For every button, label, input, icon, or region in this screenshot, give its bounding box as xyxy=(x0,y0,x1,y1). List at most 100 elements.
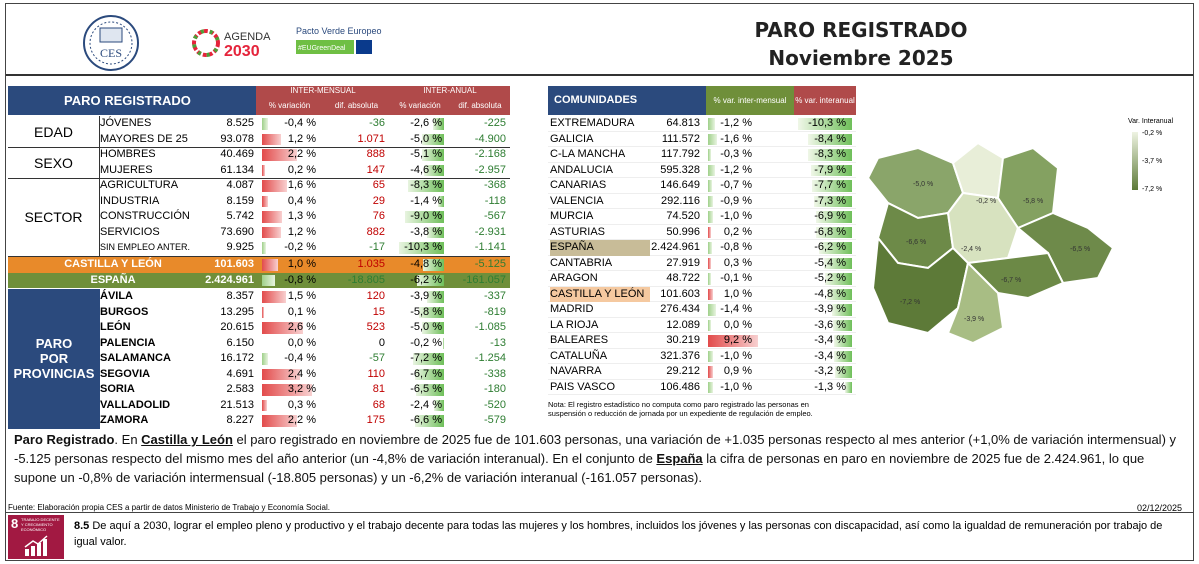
ccaa-row-6-value: 74.520 xyxy=(666,210,700,222)
provinces-label: PARO POR PROVINCIAS xyxy=(8,289,100,429)
row-2-3-im-pct: 1,2 % xyxy=(287,225,316,238)
row-prov-3-label: PALENCIA xyxy=(100,336,156,349)
ccaa-row-11-im-bar xyxy=(708,288,714,300)
group-label-sector: SECTOR xyxy=(8,178,100,256)
ccaa-row-15-ia: -3,4 % xyxy=(814,349,846,362)
row-prov-8-im-abs: 175 xyxy=(366,414,385,426)
row-prov-3-value: 6.150 xyxy=(226,336,254,349)
ccaa-row-13: LA RIOJA 12.089 0,0 % -3,6 % xyxy=(548,318,856,333)
ccaa-row-10: ARAGON 48.722 -0,1 % -5,2 % xyxy=(548,271,856,287)
row-2-0-ia-abs: -368 xyxy=(483,179,506,191)
row-prov-6-ia-abs: -180 xyxy=(483,383,506,395)
row-prov-2-im-abs: 523 xyxy=(366,321,385,333)
row-2-4-im-pct: -0,2 % xyxy=(284,241,316,253)
page-subtitle: Noviembre 2025 xyxy=(768,46,954,70)
row-espana-im-bar xyxy=(262,274,275,286)
row-1-0-ia-abs: -2.168 xyxy=(474,148,506,160)
ccaa-row-15-value: 321.376 xyxy=(660,349,700,362)
ccaa-row-7-im-bar xyxy=(708,226,711,238)
row-2-1-im-abs: 29 xyxy=(372,194,385,207)
ccaa-row-13-value: 12.089 xyxy=(666,318,700,331)
row-prov-0-ia-abs: -337 xyxy=(483,290,506,302)
row-prov-4-ia-abs: -1.254 xyxy=(474,352,506,364)
ccaa-row-11-im: 1,0 % xyxy=(723,287,752,300)
ccaa-row-8-value: 2.424.961 xyxy=(651,241,700,253)
row-0-0-label: JÓVENES xyxy=(100,117,152,129)
row-2-3: SERVICIOS 73.690 1,2 % 882 -3,8 % -2.931 xyxy=(8,225,510,241)
map-label-palencia: -0,2 % xyxy=(976,198,996,205)
row-prov-4-ia-pct: -7,2 % xyxy=(410,352,442,364)
ccaa-row-9: CANTABRIA 27.919 0,3 % -5,4 % xyxy=(548,256,856,271)
ccaa-footnote: Nota: El registro estadístico no computa… xyxy=(548,400,813,418)
row-1-0-value: 40.469 xyxy=(220,148,254,160)
row-prov-8-ia-abs: -579 xyxy=(483,414,506,426)
row-espana-value: 2.424.961 xyxy=(205,273,254,286)
ccaa-row-2-im-bar xyxy=(708,149,711,161)
ccaa-row-6-name: MURCIA xyxy=(550,210,594,222)
ccaa-row-6-im: -1,0 % xyxy=(720,210,752,222)
row-1-0-im-bar xyxy=(262,149,297,161)
svg-text:Pacto Verde Europeo: Pacto Verde Europeo xyxy=(296,26,382,36)
row-prov-4-im-bar xyxy=(262,353,269,365)
sdg-goal-text: 8.5 De aquí a 2030, lograr el empleo ple… xyxy=(74,520,1163,548)
ccaa-row-4-im: -0,7 % xyxy=(720,179,752,191)
row-prov-2-ia-abs: -1.085 xyxy=(474,321,506,333)
footer-divider xyxy=(6,512,1193,513)
ccaa-row-7-value: 50.996 xyxy=(666,225,700,238)
row-1-1-ia-pct: -4,6 % xyxy=(410,163,442,176)
row-prov-7-ia-pct: -2,4 % xyxy=(410,398,442,411)
ccaa-title: COMUNIDADES AUTÓNOMAS xyxy=(548,86,706,135)
row-prov-7: VALLADOLID 21.513 0,3 % 68 -2,4 % -520 xyxy=(8,398,510,414)
row-prov-5-ia-abs: -338 xyxy=(483,367,506,380)
row-prov-8-ia-pct: -6,6 % xyxy=(410,414,442,426)
ccaa-col-ia: % var. interanual xyxy=(794,86,856,115)
row-prov-3-ia-bar xyxy=(443,337,444,349)
row-2-2-ia-pct: -9,0 % xyxy=(410,210,442,222)
ccaa-row-14-ia: -3,4 % xyxy=(814,334,846,346)
row-prov-7-im-bar xyxy=(262,399,267,411)
map-label-burgos: -5,8 % xyxy=(1023,198,1043,205)
ccaa-row-17-ia-bar xyxy=(845,381,852,393)
ccaa-row-11-ia-bar xyxy=(826,288,852,300)
row-0-1-value: 93.078 xyxy=(220,132,254,145)
ccaa-row-14: BALEARES 30.219 9,2 % -3,4 % xyxy=(548,333,856,349)
ccaa-row-15-im: -1,0 % xyxy=(720,349,752,362)
map-label-avila: -3,9 % xyxy=(964,316,984,323)
ccaa-row-8-ia-bar xyxy=(819,242,852,254)
ccaa-row-12-name: MADRID xyxy=(550,303,594,315)
row-2-1-label: INDUSTRIA xyxy=(100,194,160,207)
row-2-0-im-bar xyxy=(262,180,288,192)
row-prov-1-im-abs: 15 xyxy=(372,305,385,318)
row-2-0-ia-bar xyxy=(407,180,444,192)
ccaa-row-14-im-bar xyxy=(708,335,758,347)
row-prov-0-ia-pct: -3,9 % xyxy=(410,290,442,302)
ccaa-row-0-im-bar xyxy=(708,118,715,130)
row-prov-2-im-bar xyxy=(262,322,303,334)
row-0-1-im-abs: 1.071 xyxy=(357,132,385,145)
ccaa-row-4-ia: -7,7 % xyxy=(814,179,846,191)
row-0-1: MAYORES DE 25 93.078 1,2 % 1.071 -5,0 % -4.90… xyxy=(8,132,510,148)
ccaa-row-5: VALENCIA 292.116 -0,9 % -7,3 % xyxy=(548,194,856,209)
row-0-0-ia-abs: -225 xyxy=(483,117,506,129)
row-prov-8-value: 8.227 xyxy=(226,414,254,426)
row-2-1-value: 8.159 xyxy=(226,194,254,207)
ccaa-row-12-ia: -3,9 % xyxy=(814,303,846,315)
ccaa-row-3-im-bar xyxy=(708,164,715,176)
row-castilla-leon: CASTILLA Y LEÓN 101.603 1,0 % 1.035 -4,8 % -5… xyxy=(8,257,510,273)
ccaa-row-6-im-bar xyxy=(708,211,714,223)
map-label-valladolid: -2,4 % xyxy=(961,246,981,253)
row-prov-0-ia-bar xyxy=(426,291,444,303)
row-prov-0-im-pct: 1,5 % xyxy=(287,290,316,302)
row-1-1-im-abs: 147 xyxy=(366,163,385,176)
ccaa-row-17-im: -1,0 % xyxy=(720,380,752,393)
row-1-0-ia-pct: -5,1 % xyxy=(410,148,442,160)
row-prov-3-ia-abs: -13 xyxy=(490,336,506,349)
row-prov-2-im-pct: 2,6 % xyxy=(287,321,316,333)
ia-pct-header: % variación xyxy=(390,96,450,115)
row-0-0-im-pct: -0,4 % xyxy=(284,117,316,129)
row-2-1-ia-bar xyxy=(437,195,444,207)
row-0-1-ia-abs: -4.900 xyxy=(474,132,506,145)
row-prov-4-ia-bar xyxy=(412,353,444,365)
ccaa-row-1-value: 111.572 xyxy=(661,132,700,145)
row-prov-7-label: VALLADOLID xyxy=(100,398,171,411)
